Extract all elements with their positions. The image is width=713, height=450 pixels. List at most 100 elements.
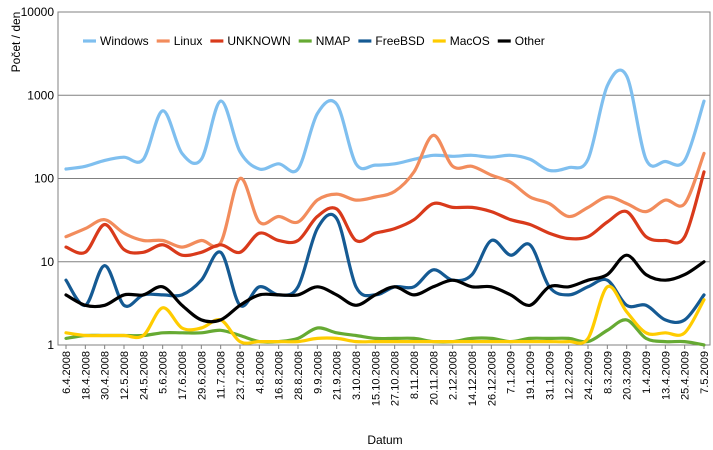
data-point-nmap	[394, 337, 396, 340]
data-point-macos	[645, 332, 647, 334]
data-point-nmap	[664, 340, 666, 343]
data-point-freebsd	[606, 279, 608, 281]
data-point-other	[181, 304, 183, 306]
grid-lines	[58, 11, 710, 346]
data-point-windows	[123, 156, 125, 158]
y-tick-label: 1	[47, 338, 54, 352]
data-point-nmap	[355, 334, 357, 337]
data-point-unknown	[587, 236, 589, 238]
data-point-unknown	[413, 219, 415, 221]
data-point-nmap	[316, 327, 318, 329]
legend-label-nmap: NMAP	[316, 34, 351, 48]
data-point-macos	[374, 340, 376, 343]
data-point-windows	[606, 85, 608, 87]
data-point-linux	[626, 202, 628, 205]
y-tick-label: 1000	[27, 88, 54, 102]
data-point-windows	[374, 164, 376, 166]
x-tick-label: 12.2.2009	[564, 351, 576, 400]
data-point-macos	[336, 337, 338, 340]
data-point-unknown	[568, 237, 570, 240]
data-point-unknown	[355, 239, 357, 242]
data-point-other	[123, 294, 125, 296]
data-point-linux	[142, 239, 144, 242]
data-point-unknown	[684, 236, 686, 238]
data-point-freebsd	[200, 279, 202, 281]
legend: Windows Linux UNKNOWN NMAP FreeBSD MacOS Other	[83, 34, 545, 48]
data-point-linux	[258, 221, 260, 223]
data-point-unknown	[123, 248, 125, 251]
x-tick-label: 15.10.2008	[370, 351, 382, 406]
data-point-unknown	[703, 171, 705, 173]
data-point-linux	[239, 177, 241, 180]
data-point-macos	[355, 340, 357, 343]
y-tick-label: 100	[34, 172, 54, 186]
data-point-freebsd	[104, 264, 106, 267]
x-tick-label: 13.4.2009	[660, 351, 672, 400]
data-point-other	[355, 304, 357, 306]
data-point-unknown	[104, 223, 106, 226]
data-point-windows	[104, 159, 106, 161]
data-point-macos	[181, 327, 183, 329]
data-point-macos	[684, 332, 686, 334]
data-point-other	[104, 304, 106, 306]
data-point-linux	[413, 171, 415, 173]
data-point-linux	[278, 215, 280, 218]
data-point-other	[471, 286, 473, 288]
x-tick-label: 12.5.2008	[119, 351, 131, 400]
data-point-windows	[336, 103, 338, 105]
data-point-other	[432, 286, 434, 288]
data-point-unknown	[200, 251, 202, 253]
data-point-macos	[316, 337, 318, 340]
data-point-other	[162, 286, 164, 288]
data-point-macos	[162, 307, 164, 309]
data-point-unknown	[471, 206, 473, 208]
x-tick-label: 9.9.2008	[312, 351, 324, 394]
data-point-linux	[297, 221, 299, 223]
data-point-windows	[316, 113, 318, 115]
data-point-linux	[471, 165, 473, 167]
x-tick-label: 26.12.2008	[486, 351, 498, 406]
x-tick-label: 28.8.2008	[293, 351, 305, 400]
data-point-windows	[258, 168, 260, 170]
data-point-windows	[162, 110, 164, 112]
data-point-windows	[181, 152, 183, 155]
data-point-freebsd	[65, 279, 67, 281]
data-point-windows	[355, 163, 357, 165]
data-point-freebsd	[355, 286, 357, 288]
data-point-other	[452, 279, 454, 281]
data-point-linux	[162, 239, 164, 242]
data-point-nmap	[239, 334, 241, 337]
x-tick-label: 2.12.2008	[448, 351, 460, 400]
data-point-macos	[278, 340, 280, 343]
data-point-other	[587, 279, 589, 281]
data-point-macos	[239, 340, 241, 343]
series-line-other	[64, 253, 706, 324]
data-point-freebsd	[645, 304, 647, 306]
data-point-unknown	[432, 202, 434, 205]
data-point-macos	[490, 340, 492, 343]
data-point-macos	[104, 334, 106, 337]
data-point-other	[645, 274, 647, 276]
data-point-other	[626, 254, 628, 256]
data-point-nmap	[684, 340, 686, 343]
data-point-windows	[142, 158, 144, 160]
data-point-unknown	[336, 208, 338, 210]
x-tick-label: 20.3.2009	[622, 351, 634, 400]
x-tick-label: 29.6.2008	[196, 351, 208, 400]
data-point-freebsd	[664, 319, 666, 321]
data-point-linux	[452, 165, 454, 167]
data-point-unknown	[220, 244, 222, 246]
x-tick-label: 24.2.2009	[583, 351, 595, 400]
data-point-freebsd	[529, 244, 531, 246]
data-point-nmap	[413, 337, 415, 340]
x-tick-label: 4.8.2008	[254, 351, 266, 394]
data-point-linux	[394, 190, 396, 192]
x-tick-label: 30.4.2008	[100, 351, 112, 400]
data-point-unknown	[490, 211, 492, 213]
data-point-macos	[123, 334, 125, 337]
data-point-linux	[355, 199, 357, 201]
data-point-macos	[510, 340, 512, 343]
x-axis-title: Datum	[367, 433, 402, 447]
data-point-macos	[703, 299, 705, 301]
